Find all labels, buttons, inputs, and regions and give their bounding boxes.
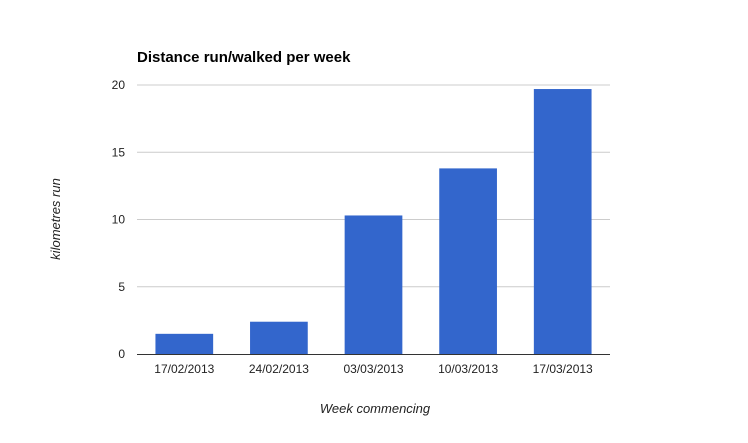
bar-4: [533, 89, 592, 354]
x-tick-label: 17/03/2013: [533, 362, 593, 376]
x-tick-label: 24/02/2013: [249, 362, 309, 376]
y-tick-label: 10: [112, 213, 126, 227]
y-axis-title: kilometres run: [48, 178, 63, 260]
x-tick-label: 03/03/2013: [343, 362, 403, 376]
y-tick-label: 0: [118, 347, 125, 361]
x-axis-title: Week commencing: [320, 401, 431, 416]
x-tick-label: 10/03/2013: [438, 362, 498, 376]
x-tick-label: 17/02/2013: [154, 362, 214, 376]
bars: [155, 89, 592, 354]
y-tick-label: 20: [112, 78, 126, 92]
x-tick-labels: 17/02/2013 24/02/2013 03/03/2013 10/03/2013…: [154, 362, 593, 376]
y-tick-label: 5: [118, 280, 125, 294]
bar-0: [155, 333, 214, 354]
chart-title: Distance run/walked per week: [137, 49, 351, 66]
y-tick-labels: 0 5 10 15 20: [112, 78, 126, 361]
y-tick-label: 15: [112, 145, 126, 159]
bar-1: [250, 321, 308, 354]
bar-3: [439, 168, 497, 354]
bar-2: [344, 215, 403, 354]
